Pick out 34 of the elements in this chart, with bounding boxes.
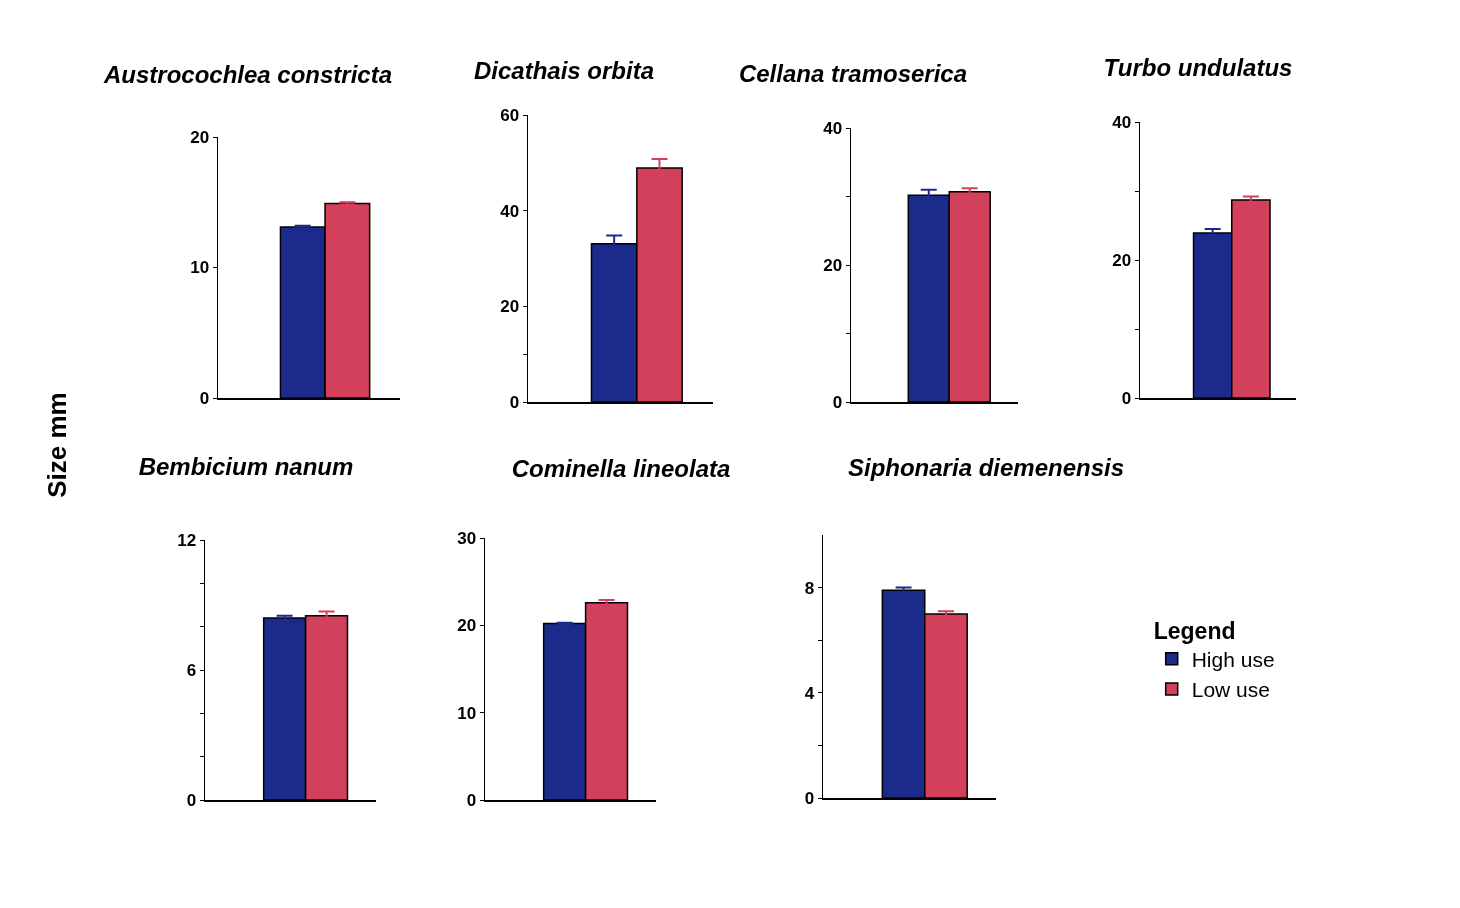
y-tick-label: 0 bbox=[1121, 388, 1132, 408]
y-tick-label: 10 bbox=[457, 703, 477, 723]
chart-title: Bembicium nanum bbox=[138, 453, 354, 481]
y-tick-label: 20 bbox=[457, 616, 477, 636]
y-tick-label: 12 bbox=[177, 530, 197, 550]
chart-title: Siphonaria diemenensis bbox=[847, 454, 1125, 482]
legend-title: Legend bbox=[1153, 617, 1236, 644]
legend-label: Low use bbox=[1191, 678, 1270, 702]
y-tick-label: 40 bbox=[823, 118, 843, 138]
legend-label: High use bbox=[1191, 647, 1275, 671]
chart-title: Cominella lineolata bbox=[511, 455, 731, 483]
chart-title: Dicathais orbita bbox=[473, 57, 655, 85]
y-tick-label: 20 bbox=[1112, 250, 1132, 270]
chart-title: Cellana tramoserica bbox=[738, 60, 968, 88]
y-tick-label: 10 bbox=[190, 258, 210, 278]
y-tick-label: 20 bbox=[190, 127, 210, 147]
y-tick-label: 6 bbox=[186, 660, 197, 680]
y-tick-label: 40 bbox=[500, 201, 520, 221]
y-tick-label: 0 bbox=[199, 388, 210, 408]
y-tick-label: 4 bbox=[804, 683, 815, 703]
y-tick-label: 20 bbox=[500, 297, 520, 317]
y-tick-label: 0 bbox=[804, 788, 815, 808]
chart-title: Austrocochlea constricta bbox=[102, 61, 393, 89]
y-tick-label: 0 bbox=[832, 392, 843, 412]
y-tick-label: 0 bbox=[509, 392, 520, 412]
y-tick-label: 0 bbox=[466, 790, 477, 810]
y-tick-label: 8 bbox=[804, 578, 815, 598]
y-tick-label: 20 bbox=[823, 255, 843, 275]
y-tick-label: 30 bbox=[457, 528, 477, 548]
y-tick-label: 40 bbox=[1112, 112, 1132, 132]
chart-title: Turbo undulatus bbox=[1103, 54, 1293, 82]
y-tick-label: 0 bbox=[186, 790, 197, 810]
y-axis-title: Size mm bbox=[41, 392, 73, 498]
y-tick-label: 60 bbox=[500, 105, 520, 125]
